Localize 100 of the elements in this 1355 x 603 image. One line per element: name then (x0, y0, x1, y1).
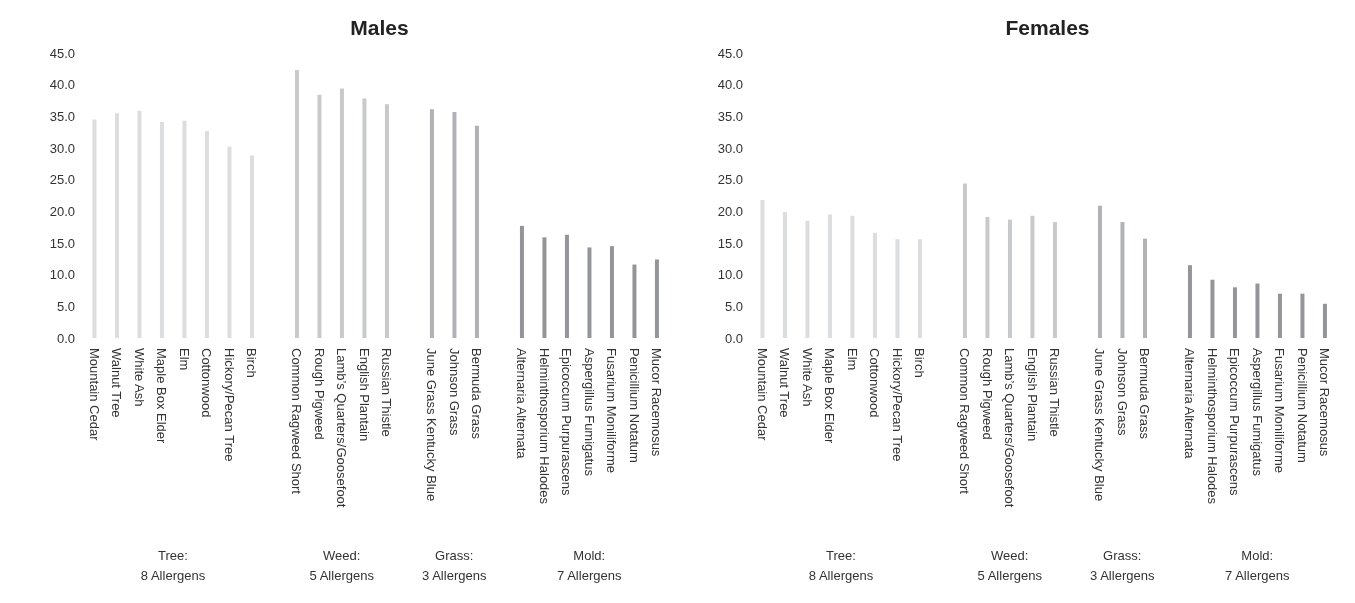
y-tick-label: 45.0 (717, 45, 743, 61)
y-tick-label: 45.0 (49, 45, 75, 61)
bar (654, 259, 659, 338)
x-tick-label: Rough Pigweed (311, 348, 327, 440)
bar (137, 110, 142, 338)
y-tick-label: 30.0 (49, 140, 75, 156)
bar (227, 146, 232, 338)
bar (182, 120, 187, 338)
x-tick-label: Alternaria Alternata (1182, 348, 1198, 460)
x-tick-label: Mountain Cedar (86, 348, 102, 442)
bar (895, 239, 900, 338)
x-tick-label: Johnson Grass (446, 348, 462, 436)
x-tick-label: Lamb’s Quarters/Goosefoot (334, 348, 350, 508)
x-tick-label: Common Ragweed Short (289, 348, 305, 495)
x-tick-label: Elm (844, 348, 860, 371)
bar (587, 247, 592, 338)
y-tick-label: 10.0 (717, 267, 743, 283)
bar (1142, 238, 1147, 338)
x-tick-label: Elm (176, 348, 192, 371)
y-tick-label: 35.0 (717, 108, 743, 124)
x-tick-label: Birch (912, 348, 928, 378)
x-tick-label: White Ash (799, 348, 815, 407)
bar (204, 130, 209, 338)
bar (294, 70, 299, 338)
x-tick-label: Fusarium Moniliforme (1272, 348, 1288, 473)
bar (1097, 205, 1102, 338)
bar (317, 94, 322, 338)
bar (542, 237, 547, 338)
y-tick-label: 10.0 (49, 267, 75, 283)
x-tick-label: Mucor Racemosus (649, 348, 665, 457)
bar (1120, 222, 1125, 338)
x-tick-label: Walnut Tree (777, 348, 793, 418)
x-tick-label: Bermuda Grass (469, 348, 485, 440)
x-tick-label: Johnson Grass (1114, 348, 1130, 436)
bar (564, 234, 569, 338)
x-tick-label: Rough Pigweed (979, 348, 995, 440)
y-tick-label: 25.0 (717, 172, 743, 188)
bar (1232, 287, 1237, 338)
x-tick-label: Birch (244, 348, 260, 378)
text: Mold: 7 Allergens (1224, 547, 1291, 585)
text: Grass: 3 Allergens (1089, 547, 1156, 585)
bar (1007, 219, 1012, 338)
bar (850, 215, 855, 338)
x-tick-label: Epicoccum Purpurascens (1227, 348, 1243, 496)
bar (827, 214, 832, 338)
y-tick-label: 20.0 (717, 203, 743, 219)
y-tick-label: 15.0 (717, 235, 743, 251)
bar (519, 225, 524, 338)
bar (1052, 222, 1057, 338)
x-tick-label: Cottonwood (199, 348, 215, 418)
x-tick-label: Russian Thistle (379, 348, 395, 437)
x-tick-label: Penicillium Notatum (626, 348, 642, 463)
bar (805, 220, 810, 338)
bar (1300, 293, 1305, 338)
y-tick-label: 5.0 (724, 298, 743, 314)
x-tick-label: White Ash (131, 348, 147, 407)
bar (339, 88, 344, 338)
y-tick-label: 15.0 (49, 235, 75, 251)
x-tick-label: Walnut Tree (109, 348, 125, 418)
x-tick-label: Aspergillus Fumigatus (1249, 348, 1265, 477)
bar (962, 183, 967, 338)
x-tick-label: English Plantain (1024, 348, 1040, 442)
x-tick-label: Common Ragweed Short (957, 348, 973, 495)
bar (1255, 283, 1260, 338)
x-tick-label: Maple Box Elder (154, 348, 170, 445)
text: Weed: 5 Allergens (976, 547, 1043, 585)
x-tick-label: Helminthosporium Halodes (536, 348, 552, 505)
bar (1210, 279, 1215, 338)
y-tick-label: 40.0 (717, 77, 743, 93)
x-tick-label: Cottonwood (867, 348, 883, 418)
bar (782, 211, 787, 338)
bar (249, 155, 254, 338)
text: Mold: 7 Allergens (556, 547, 623, 585)
bar (362, 98, 367, 338)
bar (760, 199, 765, 338)
bar (917, 239, 922, 338)
bar (384, 104, 389, 338)
y-tick-label: 0.0 (724, 330, 743, 346)
x-tick-label: Mucor Racemosus (1317, 348, 1333, 457)
bar (452, 111, 457, 338)
bar (474, 125, 479, 338)
chart-title: Males (350, 16, 409, 39)
text: Tree: 8 Allergens (139, 547, 207, 585)
x-tick-label: June Grass Kentucky Blue (1092, 348, 1108, 502)
x-tick-label: Mountain Cedar (754, 348, 770, 442)
y-tick-label: 0.0 (56, 330, 75, 346)
bar (985, 217, 990, 338)
x-tick-label: English Plantain (356, 348, 372, 442)
x-tick-label: Epicoccum Purpurascens (559, 348, 575, 496)
bar (92, 119, 97, 338)
x-tick-label: Lamb’s Quarters/Goosefoot (1002, 348, 1018, 508)
x-tick-label: Fusarium Moniliforme (604, 348, 620, 473)
bar (159, 122, 164, 338)
x-tick-label: Bermuda Grass (1137, 348, 1153, 440)
x-tick-label: Penicillium Notatum (1294, 348, 1310, 463)
y-tick-label: 30.0 (717, 140, 743, 156)
text: Grass: 3 Allergens (421, 547, 488, 585)
y-tick-label: 35.0 (49, 108, 75, 124)
y-tick-label: 40.0 (49, 77, 75, 93)
text: Weed: 5 Allergens (308, 547, 375, 585)
